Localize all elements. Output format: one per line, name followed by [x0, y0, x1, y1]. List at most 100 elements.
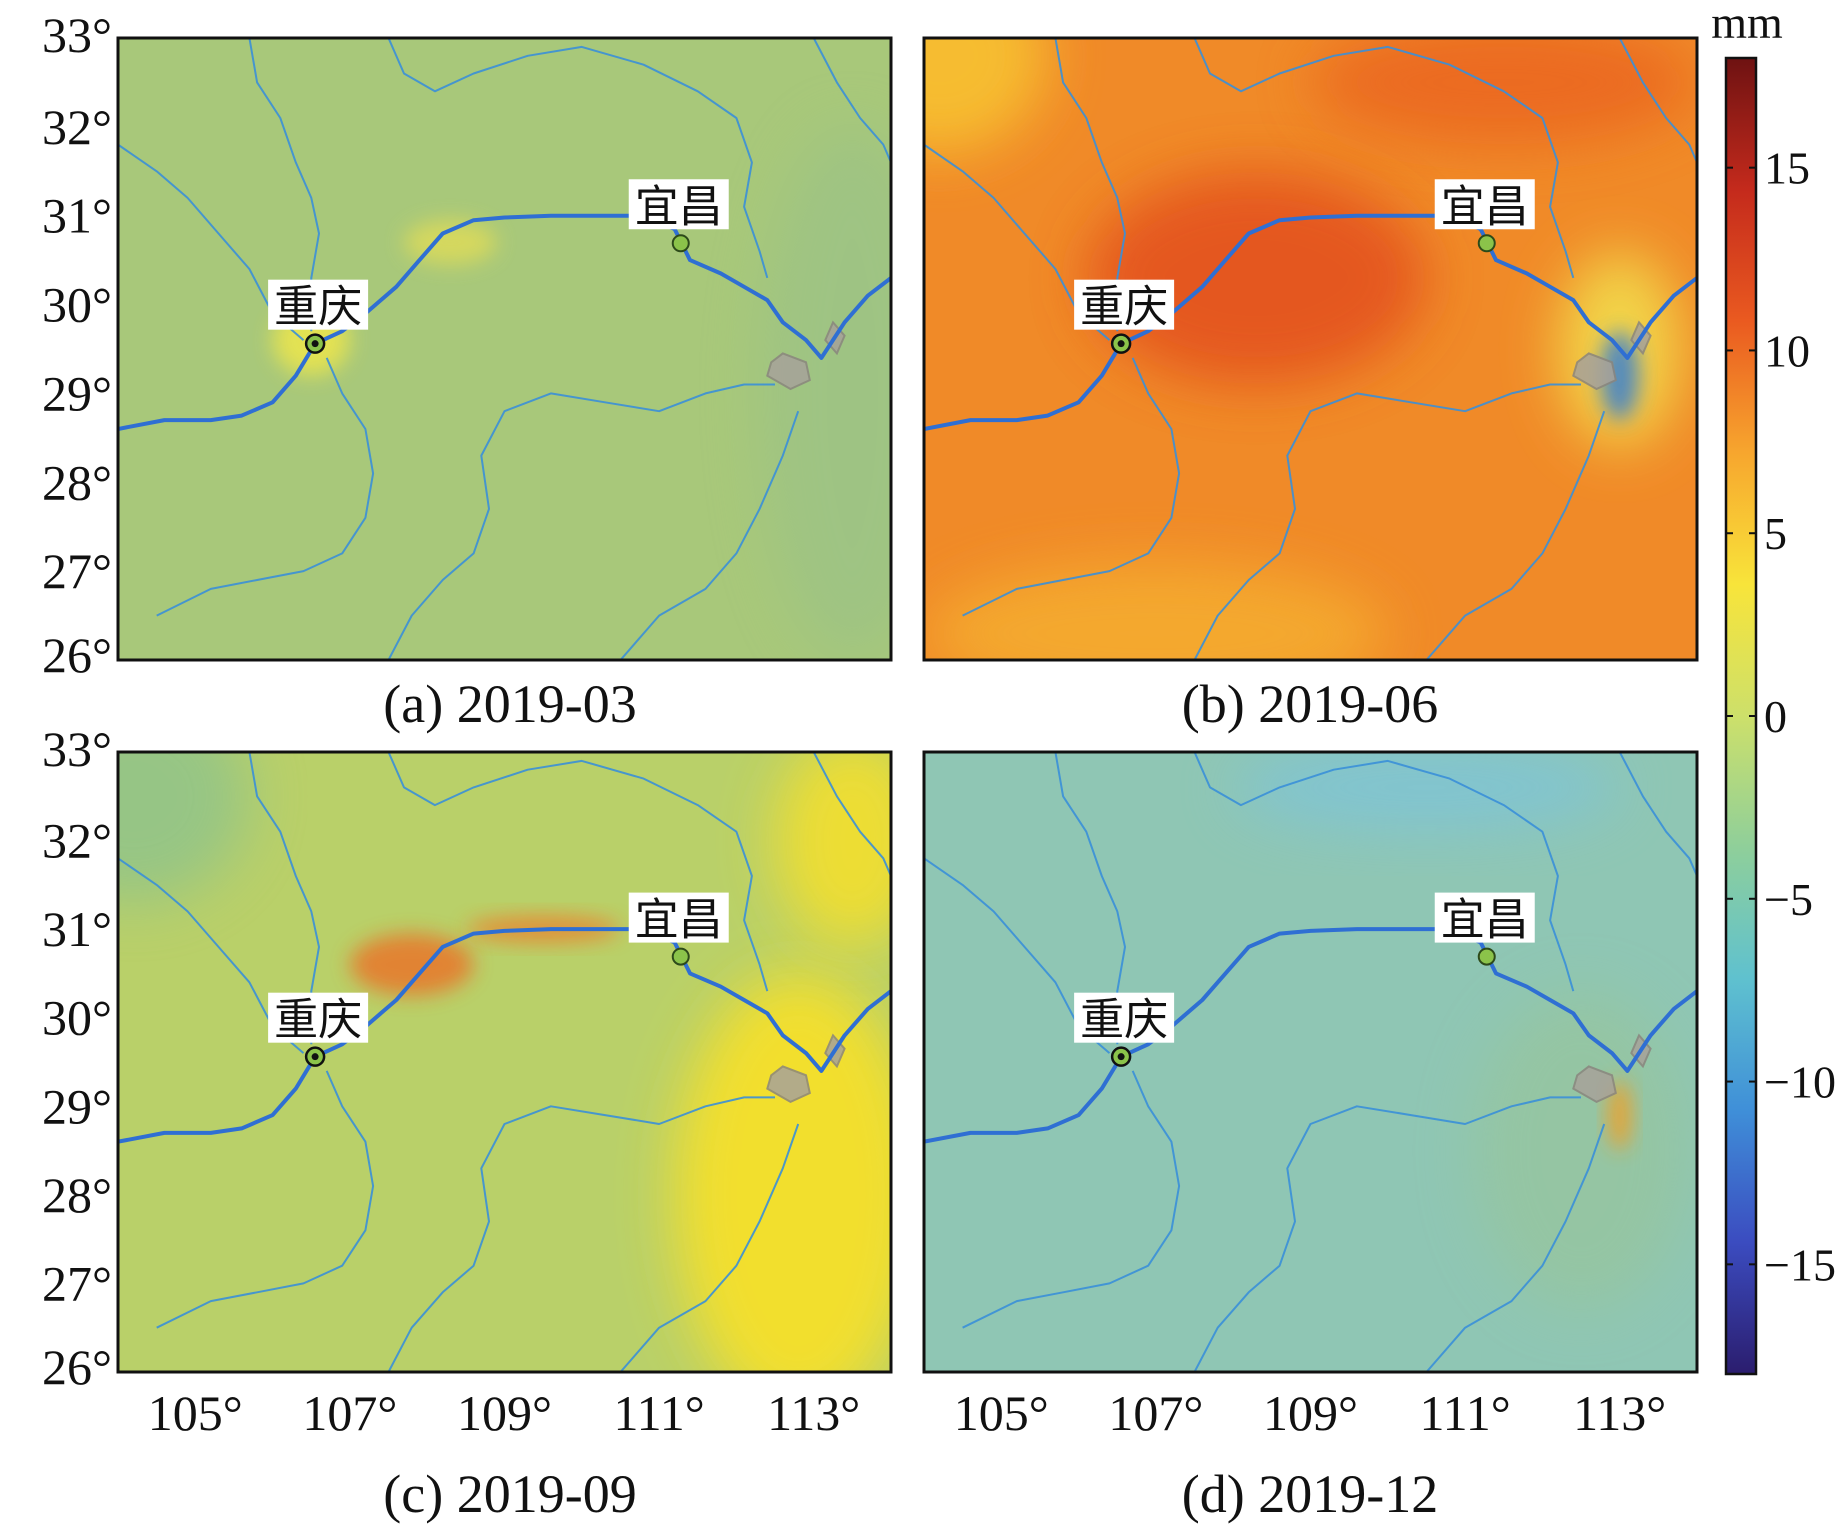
panel-c-frame — [116, 750, 893, 1374]
lake — [1572, 1065, 1617, 1104]
panel-d-caption: (d) 2019-12 — [1182, 1464, 1438, 1524]
colorbar-tick-label: 5 — [1764, 508, 1787, 559]
tributary-river — [1193, 383, 1581, 660]
colorbar-tick-label: −10 — [1764, 1057, 1836, 1108]
colorbar-tick-label: 10 — [1764, 325, 1810, 376]
tributary-river — [1193, 1096, 1581, 1372]
tributary-river — [812, 752, 891, 877]
tributary-river — [156, 357, 375, 617]
tributary-river — [962, 357, 1181, 617]
panel-c-anomaly-1 — [674, 973, 891, 1372]
tributary-river — [387, 752, 769, 992]
lake — [1572, 352, 1617, 391]
x-tick-label: 109° — [1263, 1385, 1358, 1441]
panel-d-anomaly-2 — [1608, 1079, 1632, 1151]
tributary-river — [962, 1070, 1181, 1329]
y-tick-label: 28° — [42, 1167, 112, 1223]
map-panel-a: 重庆 宜昌 — [116, 36, 893, 662]
tributary-river — [1618, 38, 1697, 163]
tributary-river — [156, 1070, 375, 1329]
city-0-label: 重庆 — [1080, 282, 1168, 333]
colorbar-tick-label: −5 — [1764, 874, 1813, 925]
tributary-river — [1193, 752, 1575, 992]
yangtze-river — [118, 213, 891, 431]
x-tick-label: 113° — [767, 1385, 860, 1441]
panel-c-field — [118, 752, 891, 1372]
city-label-background — [1434, 179, 1535, 230]
panel-c-anomaly-0 — [118, 752, 250, 903]
panel-b-anomaly-2 — [1086, 171, 1427, 385]
colorbar-tick-label: 0 — [1764, 691, 1787, 742]
tributary-river — [387, 383, 775, 660]
tributary-river — [1054, 752, 1126, 1045]
city-0-label: 重庆 — [1080, 995, 1168, 1046]
tributary-river — [1193, 38, 1575, 279]
city-1-marker: 宜昌 — [628, 892, 729, 966]
city-1-marker: 宜昌 — [628, 179, 729, 253]
panel-c-caption: (c) 2019-09 — [383, 1464, 636, 1524]
tributary-river — [812, 38, 891, 163]
colorbar-tick-label: −15 — [1764, 1239, 1836, 1290]
city-label-background — [628, 892, 729, 943]
x-tick-label: 107° — [1108, 1385, 1203, 1441]
y-tick-label: 27° — [42, 1255, 112, 1311]
panel-c-anomaly-2 — [775, 752, 891, 947]
city-label-background — [268, 279, 369, 330]
tributary-river — [1425, 410, 1606, 660]
lake — [766, 352, 811, 391]
x-tick-label: 105° — [954, 1385, 1049, 1441]
panel-b-anomaly-1 — [924, 562, 1388, 660]
panel-a-anomaly-2 — [759, 126, 891, 660]
colorbar-unit: mm — [1711, 0, 1783, 48]
city-0-label: 重庆 — [274, 995, 362, 1046]
panel-b-frame — [922, 36, 1699, 662]
tributary-river — [619, 410, 800, 660]
x-tick-label: 111° — [613, 1385, 704, 1441]
y-tick-label: 33° — [42, 721, 112, 777]
tributary-river — [248, 38, 320, 332]
tributary-river — [1425, 1123, 1606, 1372]
y-tick-label: 31° — [42, 901, 112, 957]
lake — [766, 1065, 811, 1104]
panel-a-anomaly-1 — [404, 220, 497, 265]
city-label-background — [628, 179, 729, 230]
city-0-marker: 重庆 — [1074, 279, 1175, 354]
panel-d-field — [924, 752, 1697, 1372]
city-label-background — [1074, 992, 1175, 1043]
city-0-marker: 重庆 — [1074, 992, 1175, 1067]
x-tick-label: 107° — [302, 1385, 397, 1441]
y-tick-label: 30° — [42, 277, 112, 333]
yangtze-river — [924, 213, 1697, 431]
map-panel-b: 重庆 宜昌 — [922, 36, 1699, 662]
y-tick-label: 30° — [42, 990, 112, 1046]
city-1-label: 宜昌 — [635, 895, 723, 946]
y-tick-label: 33° — [42, 7, 112, 63]
panel-a-field — [118, 38, 891, 660]
x-tick-label: 109° — [457, 1385, 552, 1441]
y-tick-label: 26° — [42, 1339, 112, 1395]
city-label-background — [1074, 279, 1175, 330]
tributary-river — [619, 1123, 800, 1372]
y-tick-label: 28° — [42, 454, 112, 510]
y-tick-label: 31° — [42, 188, 112, 244]
city-1-marker: 宜昌 — [1434, 892, 1535, 966]
tributary-river — [248, 752, 320, 1045]
city-0-marker: 重庆 — [268, 279, 369, 354]
axis-ticks: 33° 32° 31° 30° 29° 28° 27° 26° 33° 32° 31° 30° 29° 2… — [42, 7, 1666, 1441]
map-panel-d: 重庆 宜昌 — [922, 750, 1699, 1374]
city-1-marker: 宜昌 — [1434, 179, 1535, 253]
city-0-label: 重庆 — [274, 282, 362, 333]
tributary-river — [1054, 38, 1126, 332]
y-tick-label: 29° — [42, 365, 112, 421]
map-panel-c: 重庆 宜昌 — [116, 750, 893, 1374]
panel-a-frame — [116, 36, 893, 662]
panel-d-frame — [922, 750, 1699, 1374]
x-tick-label: 113° — [1573, 1385, 1666, 1441]
y-tick-label: 32° — [42, 813, 112, 869]
city-label-background — [268, 992, 369, 1043]
y-tick-label: 29° — [42, 1078, 112, 1134]
city-label-background — [1434, 892, 1535, 943]
y-tick-label: 26° — [42, 627, 112, 683]
city-1-label: 宜昌 — [635, 181, 723, 232]
